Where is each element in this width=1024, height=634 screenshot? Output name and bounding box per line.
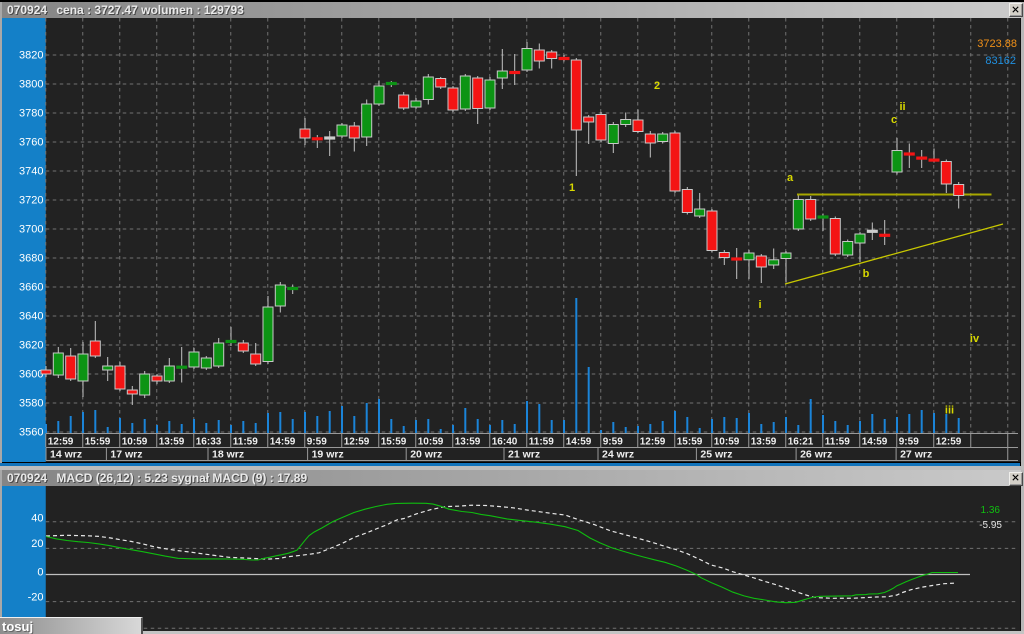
svg-text:13:59: 13:59 [159,437,185,448]
svg-text:10:59: 10:59 [714,437,740,448]
svg-text:12:59: 12:59 [936,437,962,448]
svg-text:16:33: 16:33 [196,437,222,448]
svg-text:2: 2 [654,80,660,92]
svg-text:ii: ii [899,101,905,113]
svg-text:1.36: 1.36 [981,505,1001,516]
svg-text:10:59: 10:59 [418,437,444,448]
svg-text:3700: 3700 [19,224,43,236]
svg-text:14:59: 14:59 [270,437,296,448]
svg-text:12:59: 12:59 [640,437,666,448]
svg-text:9:59: 9:59 [603,437,623,448]
svg-text:16:40: 16:40 [492,437,518,448]
svg-text:14:59: 14:59 [566,437,592,448]
svg-text:-20: -20 [28,591,44,603]
svg-text:3760: 3760 [19,137,43,149]
svg-text:3580: 3580 [19,398,43,410]
svg-text:19 wrz: 19 wrz [312,449,344,461]
svg-text:40: 40 [31,512,43,524]
svg-text:11:59: 11:59 [233,437,258,448]
svg-text:11:59: 11:59 [825,437,850,448]
svg-text:3620: 3620 [19,340,43,352]
svg-text:20 wrz: 20 wrz [410,449,442,461]
svg-text:12:59: 12:59 [344,437,370,448]
svg-text:9:59: 9:59 [307,437,327,448]
svg-text:3740: 3740 [19,166,43,178]
svg-text:3660: 3660 [19,282,43,294]
svg-text:0: 0 [37,566,43,578]
svg-text:c: c [891,114,897,126]
svg-text:24 wrz: 24 wrz [602,449,634,461]
svg-text:3560: 3560 [19,427,43,439]
svg-text:iv: iv [970,333,980,345]
svg-text:3780: 3780 [19,108,43,120]
svg-text:18 wrz: 18 wrz [212,449,244,461]
svg-text:16:21: 16:21 [788,437,814,448]
svg-text:3800: 3800 [19,79,43,91]
svg-text:15:59: 15:59 [381,437,407,448]
svg-text:20: 20 [31,537,43,549]
svg-text:83162: 83162 [985,55,1016,67]
svg-text:9:59: 9:59 [899,437,919,448]
svg-text:14 wrz: 14 wrz [50,449,82,461]
svg-text:12:59: 12:59 [48,437,74,448]
svg-text:11:59: 11:59 [529,437,554,448]
svg-text:17 wrz: 17 wrz [110,449,142,461]
svg-text:i: i [758,299,761,311]
svg-text:25 wrz: 25 wrz [700,449,732,461]
svg-text:b: b [863,268,870,280]
svg-text:a: a [787,172,794,184]
svg-text:3680: 3680 [19,253,43,265]
svg-text:3820: 3820 [19,50,43,62]
svg-text:21 wrz: 21 wrz [508,449,540,461]
svg-text:26 wrz: 26 wrz [800,449,832,461]
svg-text:3640: 3640 [19,311,43,323]
svg-text:15:59: 15:59 [677,437,703,448]
svg-text:3720: 3720 [19,195,43,207]
svg-text:iii: iii [945,405,954,417]
svg-text:27 wrz: 27 wrz [900,449,932,461]
svg-text:1: 1 [569,182,575,194]
svg-text:10:59: 10:59 [122,437,148,448]
svg-text:-5.95: -5.95 [979,520,1002,531]
svg-text:13:59: 13:59 [455,437,481,448]
svg-text:13:59: 13:59 [751,437,777,448]
svg-text:3600: 3600 [19,369,43,381]
svg-text:14:59: 14:59 [862,437,888,448]
svg-text:15:59: 15:59 [85,437,111,448]
svg-text:3723.88: 3723.88 [977,38,1017,50]
